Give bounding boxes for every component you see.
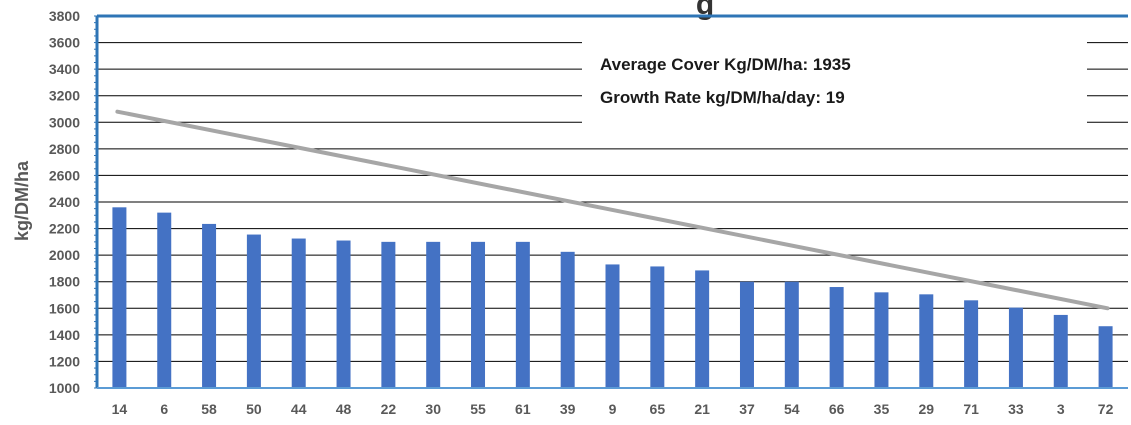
annotation-box [582, 40, 1087, 137]
bar [426, 241, 441, 388]
bar [739, 281, 754, 388]
x-tick-label: 58 [201, 401, 217, 417]
y-tick-label: 2200 [49, 221, 80, 237]
y-tick-label: 2000 [49, 247, 80, 263]
y-tick-label: 3400 [49, 61, 80, 77]
bar [1053, 314, 1068, 388]
annotation-average-cover: Average Cover Kg/DM/ha: 1935 [600, 55, 851, 74]
bar [695, 270, 710, 388]
x-tick-label: 48 [336, 401, 352, 417]
bar [1098, 326, 1113, 388]
x-tick-label: 44 [291, 401, 307, 417]
x-tick-label: 66 [829, 401, 845, 417]
bar [874, 292, 889, 388]
bar [246, 234, 261, 388]
x-tick-label: 54 [784, 401, 800, 417]
bar [919, 294, 934, 388]
x-tick-label: 33 [1008, 401, 1024, 417]
x-tick-label: 65 [650, 401, 666, 417]
x-tick-label: 14 [112, 401, 128, 417]
y-tick-label: 3200 [49, 88, 80, 104]
bars [112, 207, 1113, 388]
x-tick-label: 61 [515, 401, 531, 417]
y-tick-label: 1800 [49, 274, 80, 290]
y-tick-label: 3600 [49, 35, 80, 51]
bar [964, 300, 979, 388]
y-tick-label: 1200 [49, 353, 80, 369]
y-axis-title: kg/DM/ha [12, 160, 32, 241]
x-tick-label: 21 [694, 401, 710, 417]
y-tick-label: 3800 [49, 8, 80, 24]
x-tick-label: 39 [560, 401, 576, 417]
x-tick-label: 55 [470, 401, 486, 417]
y-tick-label: 1400 [49, 327, 80, 343]
x-tick-label: 30 [425, 401, 441, 417]
x-tick-label: 35 [874, 401, 890, 417]
bar [1008, 307, 1023, 388]
x-tick-label: 29 [918, 401, 934, 417]
bar [336, 240, 351, 388]
bar [471, 241, 486, 388]
x-tick-label: 50 [246, 401, 262, 417]
x-tick-label: 9 [609, 401, 617, 417]
bar [202, 223, 217, 388]
chart-title: g [696, 0, 714, 21]
x-tick-label: 3 [1057, 401, 1065, 417]
annotation-growth-rate: Growth Rate kg/DM/ha/day: 19 [600, 88, 845, 107]
y-tick-label: 1000 [49, 380, 80, 396]
y-tick-label: 2800 [49, 141, 80, 157]
bar [291, 238, 306, 388]
y-tick-label: 2600 [49, 167, 80, 183]
x-axis-ticks: 14 6 58 50 44 48 22 30 55 61 39 9 65 21 37 54 66 35 29 71 33… [112, 401, 1114, 417]
bar [381, 241, 396, 388]
trend-line-layer [115, 109, 1110, 311]
y-axis-ticks: 1000 1200 1400 1600 1800 2000 2200 2400 2600 2800… [49, 8, 80, 396]
x-tick-label: 72 [1098, 401, 1114, 417]
bar [650, 266, 665, 388]
x-tick-label: 37 [739, 401, 755, 417]
y-tick-label: 3000 [49, 114, 80, 130]
bar [784, 281, 799, 388]
bar [112, 207, 127, 388]
bar [605, 264, 620, 388]
y-tick-label: 2400 [49, 194, 80, 210]
y-tick-label: 1600 [49, 300, 80, 316]
plot-border [94, 14, 1128, 389]
x-tick-label: 71 [963, 401, 979, 417]
bar [560, 251, 575, 388]
x-tick-label: 6 [160, 401, 168, 417]
bar [157, 212, 172, 388]
bar [829, 287, 844, 388]
bar [515, 241, 530, 388]
trend-line [115, 109, 1110, 311]
x-tick-label: 22 [381, 401, 397, 417]
